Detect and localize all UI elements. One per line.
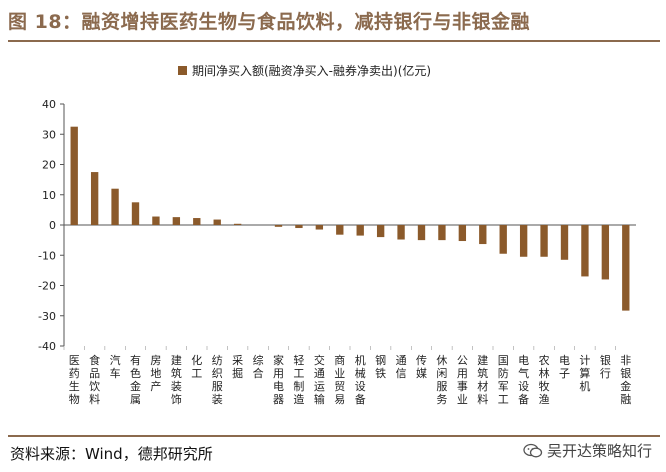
category-label: 建筑材料 [477, 353, 488, 406]
bar-12 [295, 225, 303, 229]
y-tick-label: 30 [42, 128, 56, 141]
category-label: 医药生物 [69, 354, 80, 406]
category-label: 交通运输 [314, 353, 325, 406]
wechat-icon [523, 443, 543, 459]
bar-19 [438, 225, 446, 241]
y-tick-label: -10 [38, 249, 56, 262]
category-label: 有色金属 [130, 353, 141, 406]
category-label: 食品饮料 [89, 353, 100, 406]
category-label: 电子 [559, 354, 570, 380]
bar-4 [131, 202, 140, 225]
category-label: 电气设备 [518, 354, 529, 406]
y-tick-label: -30 [38, 310, 56, 323]
category-label: 非银金融 [620, 354, 631, 406]
bar-20 [458, 225, 467, 242]
bar-chart: 期间净买入额(融资净买入-融券净卖出)(亿元) -40 -30 -20 -10 0 10 2… [38, 63, 636, 406]
bar-18 [417, 225, 426, 241]
figure-header: 图 18：融资增持医药生物与食品饮料，减持银行与非银金融 [0, 0, 666, 44]
category-label: 家用电器 [273, 353, 284, 406]
category-label: 综合 [253, 353, 264, 380]
figure-title: 图 18：融资增持医药生物与食品饮料，减持银行与非银金融 [8, 11, 531, 33]
category-label: 公用事业 [457, 354, 468, 406]
bar-2 [90, 172, 99, 225]
watermark-text: 吴开达策略知行 [546, 442, 652, 460]
category-label: 房地产 [150, 354, 161, 393]
y-tick-label: -40 [38, 340, 56, 353]
bar-11 [274, 225, 283, 227]
legend-swatch [178, 66, 187, 75]
bar-3 [111, 188, 119, 225]
bar-24 [540, 225, 548, 257]
watermark: 吴开达策略知行 [523, 440, 652, 461]
category-label: 机械设备 [355, 353, 366, 406]
bar-28 [622, 225, 630, 311]
bar-17 [397, 225, 405, 240]
source-note: 资料来源：Wind，德邦研究所 [10, 445, 213, 463]
bar-22 [499, 225, 507, 254]
y-tick-label: -20 [38, 280, 56, 293]
category-label: 计算机 [579, 354, 590, 393]
bar-7 [193, 218, 201, 225]
bar-9 [233, 223, 242, 225]
bar-27 [601, 225, 610, 280]
category-label: 休闲服务 [436, 354, 447, 406]
y-tick-label: 10 [42, 189, 56, 202]
y-tick-label: 20 [42, 159, 56, 172]
bar-6 [172, 217, 181, 225]
bar-13 [315, 225, 324, 230]
category-label: 农林牧渔 [539, 353, 550, 406]
category-label: 纺织服装 [212, 353, 223, 406]
category-label: 化工 [191, 353, 202, 380]
category-label: 传媒 [416, 354, 427, 380]
category-labels: 医药生物食品饮料汽车有色金属房地产建筑装饰化工纺织服装采掘综合家用电器轻工制造交… [63, 346, 631, 406]
bar-21 [479, 225, 487, 245]
legend-label: 期间净买入额(融资净买入-融券净卖出)(亿元) [192, 63, 431, 78]
y-tick-label: 40 [42, 98, 56, 111]
category-label: 通信 [396, 354, 407, 380]
footer-rule [8, 435, 660, 437]
bar-15 [356, 225, 364, 236]
category-label: 轻工制造 [293, 353, 304, 406]
category-label: 汽车 [110, 353, 121, 380]
category-label: 钢铁 [375, 354, 386, 380]
bar-26 [581, 225, 589, 277]
category-label: 商业贸易 [334, 353, 345, 406]
bar-8 [213, 219, 221, 225]
bar-5 [152, 216, 160, 225]
bar-25 [560, 225, 569, 260]
title-rule [8, 40, 660, 42]
chart-bars [70, 126, 630, 311]
category-label: 银行 [600, 353, 611, 380]
category-label: 建筑装饰 [171, 353, 182, 406]
y-tick-label: 0 [49, 219, 56, 232]
category-label: 国防军工 [498, 354, 509, 406]
bar-1 [70, 126, 78, 225]
bar-23 [519, 225, 528, 257]
category-label: 采掘 [232, 354, 243, 380]
chart-legend: 期间净买入额(融资净买入-融券净卖出)(亿元) [178, 63, 431, 78]
bar-14 [336, 225, 344, 235]
bar-16 [376, 225, 385, 238]
